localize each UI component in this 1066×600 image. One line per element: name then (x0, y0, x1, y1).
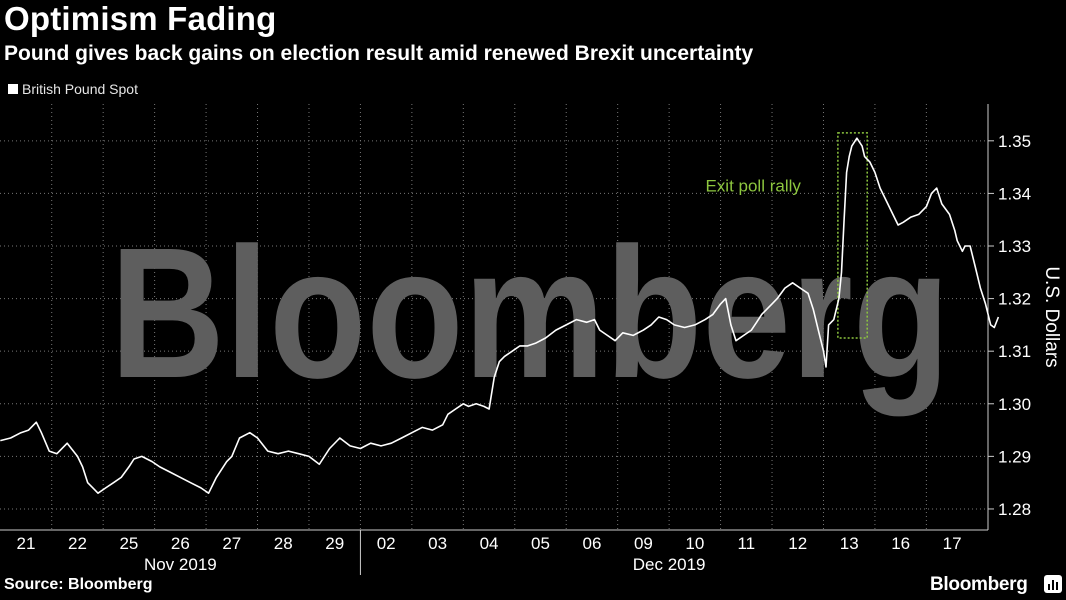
source-note: Source: Bloomberg (4, 576, 153, 593)
y-tick-label: 1.28 (998, 500, 1031, 519)
x-tick-label: 28 (274, 534, 293, 553)
bar-chart-icon (1044, 575, 1062, 593)
x-tick-label: 04 (480, 534, 499, 553)
y-tick-label: 1.34 (998, 184, 1031, 203)
x-tick-label: 21 (17, 534, 36, 553)
y-tick-label: 1.29 (998, 447, 1031, 466)
series-layer (0, 137, 1000, 494)
exit-poll-annotation-label: Exit poll rally (705, 176, 801, 195)
x-tick-label: 27 (222, 534, 241, 553)
y-tick-label: 1.32 (998, 290, 1031, 309)
x-tick-label: 02 (377, 534, 396, 553)
y-tick-label: 1.33 (998, 237, 1031, 256)
legend-label: British Pound Spot (22, 81, 138, 97)
legend: British Pound Spot (8, 81, 138, 97)
y-tick-label: 1.31 (998, 342, 1031, 361)
x-tick-label: 05 (531, 534, 550, 553)
y-tick-label: 1.30 (998, 395, 1031, 414)
x-group-label: Nov 2019 (144, 555, 217, 574)
x-group-label: Dec 2019 (633, 555, 706, 574)
x-tick-label: 17 (943, 534, 962, 553)
y-axis-title: U.S. Dollars (1041, 266, 1062, 367)
x-tick-label: 22 (68, 534, 87, 553)
brand-logo-text: Bloomberg (930, 574, 1028, 595)
x-tick-label: 29 (325, 534, 344, 553)
axes: 1.35 1.34 1.33 1.32 1.31 1.30 1.29 1.28 U.S. Dol… (0, 104, 1062, 575)
exit-poll-annotation-box (837, 132, 868, 339)
annotation: Exit poll rally (705, 132, 868, 339)
gridlines (0, 104, 988, 530)
x-tick-label: 03 (428, 534, 447, 553)
x-tick-label: 25 (119, 534, 138, 553)
series-line-british-pound-spot (0, 137, 1000, 494)
x-tick-label: 13 (840, 534, 859, 553)
x-tick-label: 16 (891, 534, 910, 553)
bloomberg-watermark: Bloomberg (110, 210, 950, 417)
x-tick-label: 12 (788, 534, 807, 553)
x-tick-label: 10 (685, 534, 704, 553)
x-tick-label: 09 (634, 534, 653, 553)
chart-title: Optimism Fading (4, 0, 277, 37)
y-tick-label: 1.35 (998, 132, 1031, 151)
x-tick-label: 06 (582, 534, 601, 553)
legend-swatch (8, 84, 18, 94)
x-tick-label: 11 (737, 534, 755, 553)
chart-subtitle: Pound gives back gains on election resul… (4, 42, 754, 65)
x-tick-label: 26 (171, 534, 190, 553)
